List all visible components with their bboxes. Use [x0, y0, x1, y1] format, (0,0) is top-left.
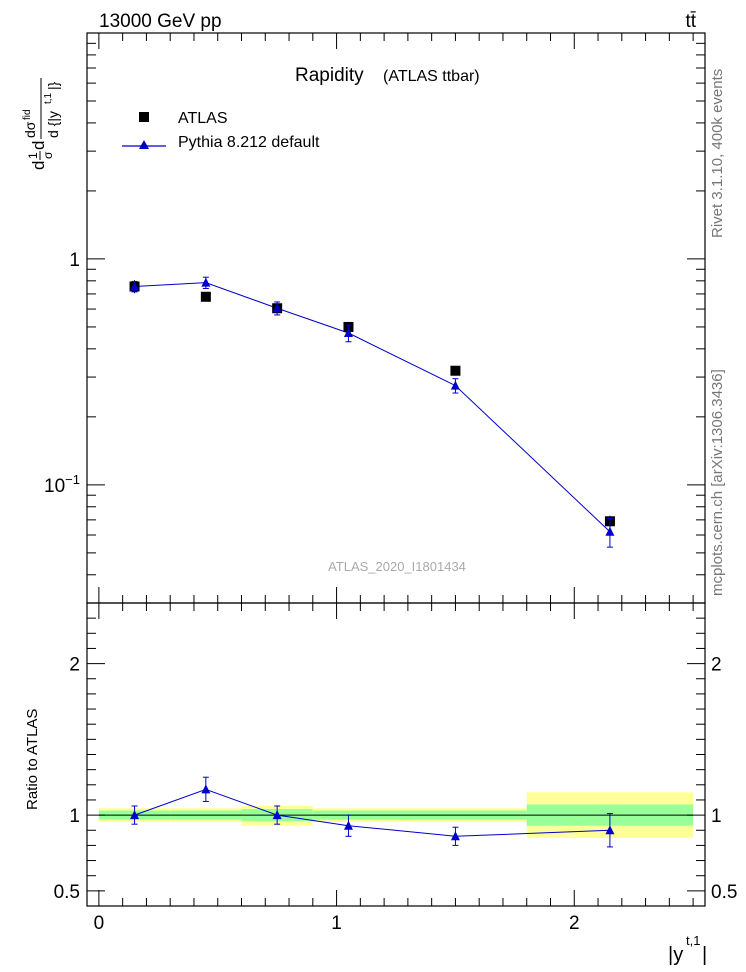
svg-text:σ: σ: [41, 151, 55, 159]
analysis-watermark: ATLAS_2020_I1801434: [328, 559, 466, 574]
svg-text:|: |: [702, 944, 707, 966]
x-tick-label-2: 2: [569, 913, 580, 934]
main-marks: [129, 276, 615, 548]
svg-text:|y: |y: [668, 944, 683, 966]
main-y-axis-label: d 1 σ d dσ fid d {|y t,1 |}: [22, 78, 61, 170]
mc-point: [343, 328, 353, 338]
mcplots-label: mcplots.cern.ch [arXiv:1306.3436]: [709, 369, 726, 596]
ratio-mc-point: [450, 831, 460, 841]
svg-text:fid: fid: [22, 109, 33, 120]
svg-text:t,1: t,1: [43, 92, 54, 104]
legend: ATLAS Pythia 8.212 default: [122, 110, 320, 151]
ratio-y-tick-label-2-right: 2: [711, 655, 722, 676]
y-tick-label-0.1: 10−1: [44, 472, 80, 497]
ratio-mc-point: [201, 784, 211, 794]
ratio-y-tick-label-0.5-right: 0.5: [711, 882, 737, 903]
x-tick-label-1: 1: [331, 913, 342, 934]
legend-marker-data: [139, 112, 149, 122]
mc-point: [130, 281, 140, 291]
mc-point: [272, 303, 282, 313]
svg-text:d {|y: d {|y: [45, 111, 61, 138]
ratio-mc-point: [605, 825, 615, 835]
mc-point: [605, 526, 615, 536]
svg-text:1: 1: [26, 152, 40, 159]
rivet-label: Rivet 3.1.10, 400k events: [709, 69, 726, 238]
mc-point: [201, 277, 211, 287]
ratio-y-tick-label-1-right: 1: [711, 806, 722, 827]
ratio-y-tick-label-0.5: 0.5: [54, 882, 80, 903]
svg-text:|}: |}: [45, 81, 61, 90]
mc-point: [450, 380, 460, 390]
mc-line: [134, 282, 611, 533]
data-point: [450, 365, 461, 376]
legend-label-mc: Pythia 8.212 default: [178, 134, 320, 151]
ratio-y-tick-label-2: 2: [69, 655, 80, 676]
legend-marker-mc: [139, 140, 149, 149]
chart-title-main: Rapidity: [295, 65, 364, 86]
ratio-y-axis-label: Ratio to ATLAS: [24, 709, 41, 810]
ratio-y-tick-label-1: 1: [69, 806, 80, 827]
ratio-mc-point: [343, 820, 353, 830]
chart-title-sub: (ATLAS ttbar): [383, 68, 480, 85]
legend-label-data: ATLAS: [178, 110, 228, 127]
x-tick-label-0: 0: [94, 913, 105, 934]
data-point: [200, 291, 211, 302]
x-axis-label: |y t,1 |: [668, 933, 707, 966]
chart-title: Rapidity (ATLAS ttbar): [295, 65, 480, 86]
ratio-panel-frame: [86, 602, 706, 907]
ratio-mc-line: [134, 788, 610, 837]
process-label: tt̄: [685, 11, 696, 32]
svg-text:d: d: [29, 161, 48, 170]
ratio-mc-point: [130, 810, 140, 820]
axis-ticks: [87, 33, 705, 906]
energy-label: 13000 GeV pp: [99, 11, 222, 32]
y-tick-label-1: 1: [69, 250, 80, 271]
svg-text:d: d: [29, 141, 48, 150]
ratio-marks: [130, 776, 615, 848]
svg-text:dσ: dσ: [22, 121, 38, 138]
ratio-mc-point: [272, 810, 282, 820]
svg-text:t,1: t,1: [686, 933, 700, 948]
